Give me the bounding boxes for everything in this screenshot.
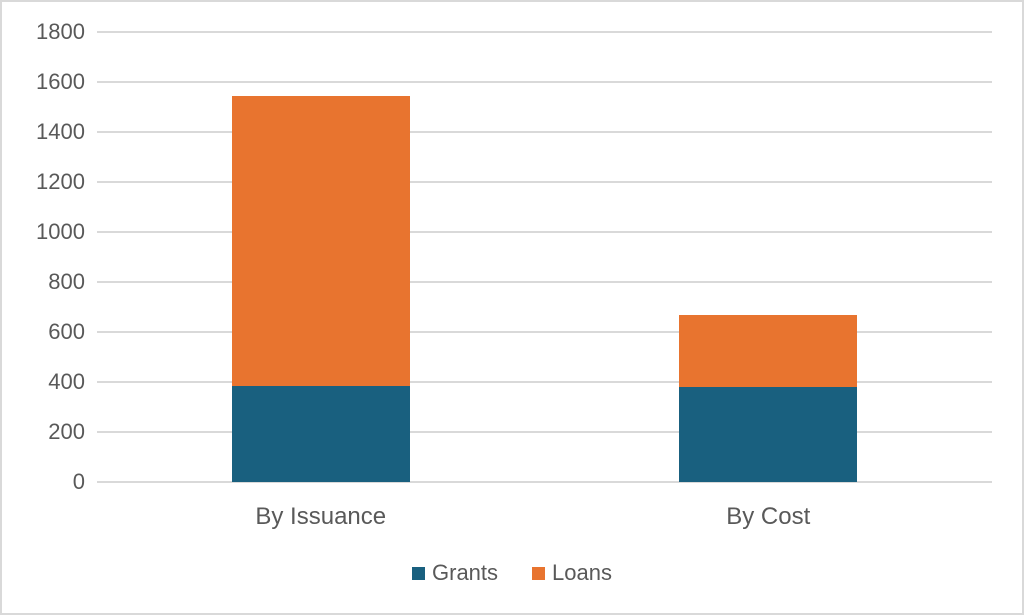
bar-slot-by-cost bbox=[545, 32, 993, 482]
gridline-y-200 bbox=[97, 431, 992, 433]
gridline-y-1800 bbox=[97, 31, 992, 33]
y-tick-label: 1000 bbox=[36, 219, 85, 244]
bar-stack bbox=[231, 95, 410, 482]
bar-segment-loans bbox=[231, 95, 410, 386]
legend-swatch-icon bbox=[412, 566, 425, 580]
x-category-label: By Cost bbox=[726, 503, 811, 530]
gridline-y-1200 bbox=[97, 181, 992, 183]
y-tick-label: 1600 bbox=[36, 69, 85, 94]
x-category-label: By Issuance bbox=[255, 503, 387, 530]
bar-slot-by-issuance bbox=[97, 32, 545, 482]
gridline-y-800 bbox=[97, 281, 992, 283]
y-tick-label: 1200 bbox=[36, 169, 85, 194]
y-tick-label: 800 bbox=[48, 269, 85, 294]
gridline-y-1400 bbox=[97, 131, 992, 133]
legend-label: Grants bbox=[432, 560, 499, 585]
bar-segment-grants bbox=[231, 385, 410, 482]
gridline-y-1000 bbox=[97, 231, 992, 233]
bar-segment-grants bbox=[679, 387, 858, 482]
y-tick-label: 1800 bbox=[36, 19, 85, 44]
legend-item-grants: Grants bbox=[412, 560, 498, 586]
x-axis-category-labels: By Issuance By Cost bbox=[97, 502, 992, 532]
legend-item-loans: Loans bbox=[532, 560, 612, 586]
gridline-y-600 bbox=[97, 331, 992, 333]
y-tick-label: 400 bbox=[48, 369, 85, 394]
y-tick-label: 600 bbox=[48, 319, 85, 344]
bar-segment-loans bbox=[679, 314, 858, 387]
y-tick-label: 200 bbox=[48, 419, 85, 444]
gridline-y-1600 bbox=[97, 81, 992, 83]
legend: Grants Loans bbox=[2, 560, 1022, 586]
plot-area bbox=[97, 31, 993, 483]
y-tick-label: 0 bbox=[72, 469, 85, 494]
bar-stack bbox=[679, 314, 858, 482]
gridline-y-0 bbox=[97, 481, 992, 483]
legend-swatch-icon bbox=[532, 566, 546, 580]
legend-label: Loans bbox=[552, 560, 612, 585]
gridline-y-400 bbox=[97, 381, 992, 383]
y-tick-label: 1400 bbox=[36, 119, 85, 144]
